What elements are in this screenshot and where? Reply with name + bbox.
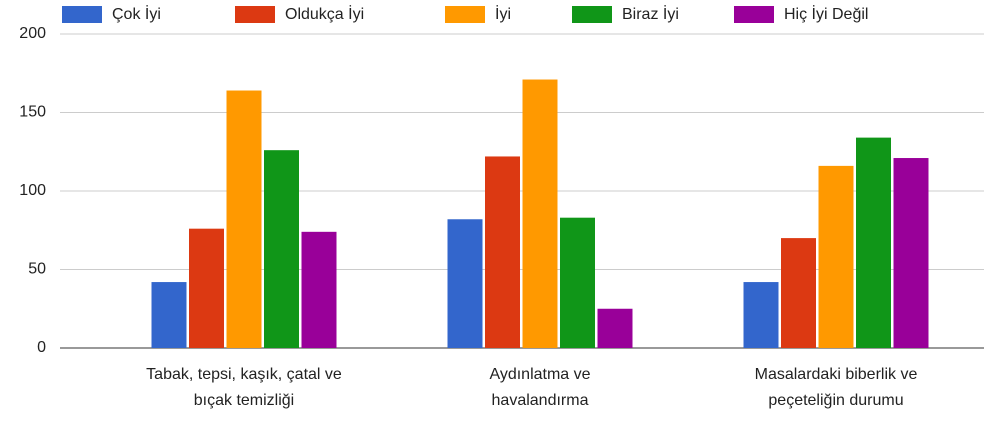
bar xyxy=(743,282,779,348)
y-tick-label: 50 xyxy=(28,261,46,278)
y-tick-label: 100 xyxy=(19,182,46,199)
legend-swatch xyxy=(62,6,102,23)
bar xyxy=(597,308,633,348)
legend-label: İyi xyxy=(495,4,511,23)
bar xyxy=(264,150,299,348)
bar xyxy=(781,238,816,348)
legend-swatch xyxy=(734,6,774,23)
bar xyxy=(226,90,262,349)
bar xyxy=(818,165,854,348)
y-tick-label: 0 xyxy=(37,339,46,356)
y-tick-label: 150 xyxy=(19,104,46,121)
bar xyxy=(485,156,520,348)
legend-swatch xyxy=(235,6,275,23)
bar xyxy=(522,79,558,348)
bar xyxy=(301,231,337,348)
legend-label: Oldukça İyi xyxy=(285,4,364,23)
bar xyxy=(856,137,891,348)
legend-label: Hiç İyi Değil xyxy=(784,4,868,23)
bar xyxy=(893,158,929,348)
bar xyxy=(151,282,187,348)
x-tick-label: Aydınlatma ve havalandırma xyxy=(489,366,591,409)
bar xyxy=(447,219,483,348)
x-tick-label: Masalardaki biberlik ve peçeteliğin duru… xyxy=(754,366,918,409)
bar xyxy=(560,217,595,348)
legend-label: Çok İyi xyxy=(112,4,161,23)
x-tick-label: Tabak, tepsi, kaşık, çatal ve bıçak temi… xyxy=(146,366,342,409)
legend-label: Biraz İyi xyxy=(622,4,679,23)
legend-swatch xyxy=(445,6,485,23)
bar xyxy=(189,228,224,348)
legend-swatch xyxy=(572,6,612,23)
y-tick-label: 200 xyxy=(19,25,46,42)
